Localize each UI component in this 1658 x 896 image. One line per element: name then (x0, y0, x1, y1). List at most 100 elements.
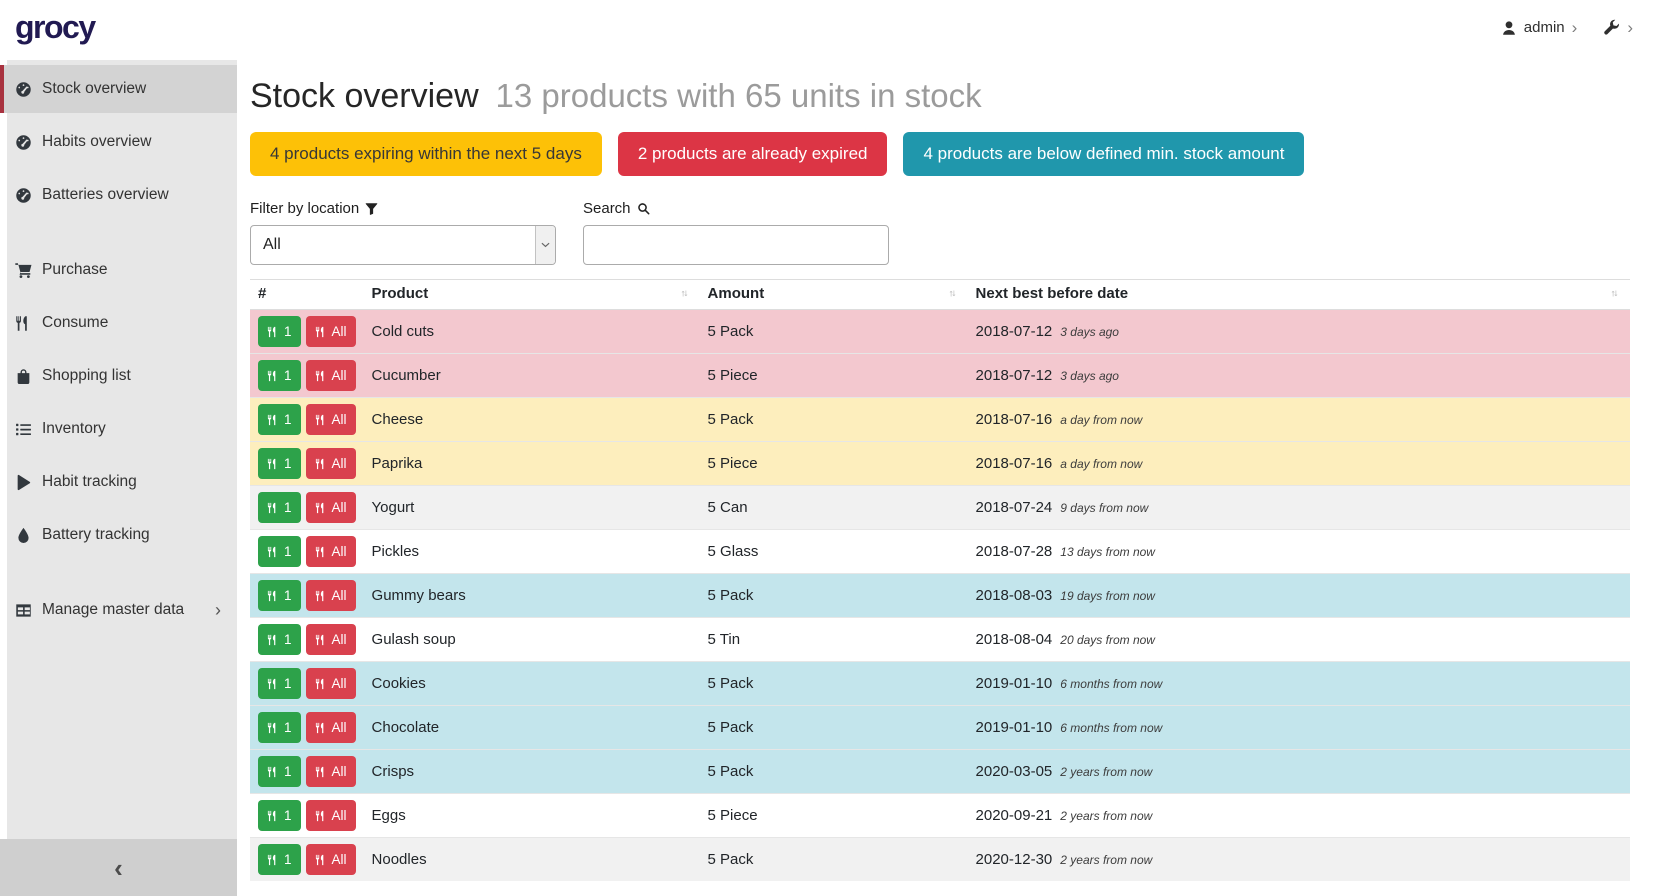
settings-menu[interactable]: › (1603, 19, 1633, 36)
sort-icon[interactable] (1611, 286, 1622, 301)
consume-all-button[interactable]: All (306, 448, 356, 479)
utensils-icon (267, 458, 279, 470)
utensils-icon (315, 502, 327, 514)
consume-one-button[interactable]: 1 (258, 844, 301, 875)
column-header-amount[interactable]: Amount (700, 280, 968, 310)
column-header-label: Amount (708, 285, 765, 302)
sidebar-item-stock-overview[interactable]: Stock overview (0, 65, 237, 113)
consume-all-label: All (332, 808, 347, 823)
consume-one-button[interactable]: 1 (258, 536, 301, 567)
product-name: Yogurt (364, 486, 700, 530)
consume-all-button[interactable]: All (306, 668, 356, 699)
search-group: Search (583, 200, 889, 265)
table-row: 1 All Yogurt 5 Can 2018-07-249 days from… (250, 486, 1630, 530)
amount-value: 5 Glass (700, 530, 968, 574)
sidebar: Stock overview Habits overview Batteries… (0, 60, 237, 896)
below-min-stock-badge[interactable]: 4 products are below defined min. stock … (903, 132, 1304, 176)
best-before-date: 2018-07-12 (976, 323, 1053, 340)
table-row: 1 All Noodles 5 Pack 2020-12-302 years f… (250, 838, 1630, 882)
sidebar-item-manage-master-data[interactable]: Manage master data › (0, 586, 237, 634)
product-name: Crisps (364, 750, 700, 794)
table-row: 1 All Gulash soup 5 Tin 2018-08-0420 day… (250, 618, 1630, 662)
sidebar-item-label: Shopping list (42, 367, 131, 385)
main-content: Stock overview 13 products with 65 units… (237, 55, 1658, 896)
relative-time: 3 days ago (1060, 325, 1119, 339)
consume-one-button[interactable]: 1 (258, 404, 301, 435)
consume-all-button[interactable]: All (306, 844, 356, 875)
utensils-icon (267, 766, 279, 778)
consume-one-label: 1 (284, 720, 292, 735)
utensils-icon (267, 326, 279, 338)
sidebar-item-batteries-overview[interactable]: Batteries overview (0, 171, 237, 219)
page-heading: Stock overview 13 products with 65 units… (250, 77, 1630, 116)
consume-all-button[interactable]: All (306, 800, 356, 831)
sidebar-item-inventory[interactable]: Inventory (0, 405, 237, 453)
consume-one-button[interactable]: 1 (258, 712, 301, 743)
consume-all-button[interactable]: All (306, 316, 356, 347)
shopping-bag-icon (15, 368, 32, 385)
consume-one-button[interactable]: 1 (258, 448, 301, 479)
stock-table: # Product Amount Next best be (250, 279, 1630, 881)
summary-badge-row: 4 products expiring within the next 5 da… (250, 132, 1630, 176)
table-row: 1 All Cheese 5 Pack 2018-07-16a day from… (250, 398, 1630, 442)
column-header-product[interactable]: Product (364, 280, 700, 310)
sort-icon[interactable] (681, 286, 692, 301)
consume-one-button[interactable]: 1 (258, 756, 301, 787)
consume-one-button[interactable]: 1 (258, 624, 301, 655)
consume-all-label: All (332, 764, 347, 779)
consume-one-button[interactable]: 1 (258, 360, 301, 391)
product-name: Cheese (364, 398, 700, 442)
consume-all-label: All (332, 324, 347, 339)
user-menu[interactable]: admin › (1501, 19, 1578, 36)
sidebar-item-consume[interactable]: Consume (0, 299, 237, 347)
column-header-best-before[interactable]: Next best before date (968, 280, 1630, 310)
expired-products-badge[interactable]: 2 products are already expired (618, 132, 888, 176)
relative-time: 2 years from now (1060, 853, 1152, 867)
consume-one-button[interactable]: 1 (258, 316, 301, 347)
sidebar-collapse-button[interactable]: ‹ (0, 839, 237, 896)
consume-all-button[interactable]: All (306, 536, 356, 567)
consume-one-button[interactable]: 1 (258, 668, 301, 699)
sidebar-item-purchase[interactable]: Purchase (0, 246, 237, 294)
sidebar-item-shopping-list[interactable]: Shopping list (0, 352, 237, 400)
search-input[interactable] (583, 225, 889, 265)
location-filter-label-text: Filter by location (250, 200, 359, 217)
consume-one-button[interactable]: 1 (258, 800, 301, 831)
product-name: Pickles (364, 530, 700, 574)
wrench-icon (1603, 19, 1620, 36)
utensils-icon (315, 722, 327, 734)
consume-one-button[interactable]: 1 (258, 492, 301, 523)
grocy-logo[interactable]: grocy (15, 9, 95, 46)
utensils-icon (267, 502, 279, 514)
search-label-text: Search (583, 200, 631, 217)
consume-all-button[interactable]: All (306, 712, 356, 743)
sort-icon[interactable] (949, 286, 960, 301)
sidebar-item-habits-overview[interactable]: Habits overview (0, 118, 237, 166)
utensils-icon (315, 634, 327, 646)
sidebar-item-battery-tracking[interactable]: Battery tracking (0, 511, 237, 559)
search-label: Search (583, 200, 889, 217)
best-before-date: 2018-08-03 (976, 587, 1053, 604)
expiring-products-badge[interactable]: 4 products expiring within the next 5 da… (250, 132, 602, 176)
consume-all-button[interactable]: All (306, 404, 356, 435)
sidebar-item-habit-tracking[interactable]: Habit tracking (0, 458, 237, 506)
sidebar-item-label: Stock overview (42, 80, 146, 98)
utensils-icon (315, 414, 327, 426)
sidebar-item-label: Manage master data (42, 601, 184, 619)
location-filter-select[interactable]: All (250, 225, 556, 265)
consume-one-label: 1 (284, 588, 292, 603)
product-name: Noodles (364, 838, 700, 882)
table-row: 1 All Chocolate 5 Pack 2019-01-106 month… (250, 706, 1630, 750)
consume-all-button[interactable]: All (306, 756, 356, 787)
consume-all-label: All (332, 456, 347, 471)
consume-all-button[interactable]: All (306, 624, 356, 655)
consume-all-button[interactable]: All (306, 580, 356, 611)
amount-value: 5 Pack (700, 838, 968, 882)
table-row: 1 All Eggs 5 Piece 2020-09-212 years fro… (250, 794, 1630, 838)
tachometer-icon (15, 187, 32, 204)
sidebar-item-label: Battery tracking (42, 526, 150, 544)
consume-all-button[interactable]: All (306, 360, 356, 391)
consume-all-button[interactable]: All (306, 492, 356, 523)
consume-one-button[interactable]: 1 (258, 580, 301, 611)
stock-table-header: # Product Amount Next best be (250, 280, 1630, 310)
